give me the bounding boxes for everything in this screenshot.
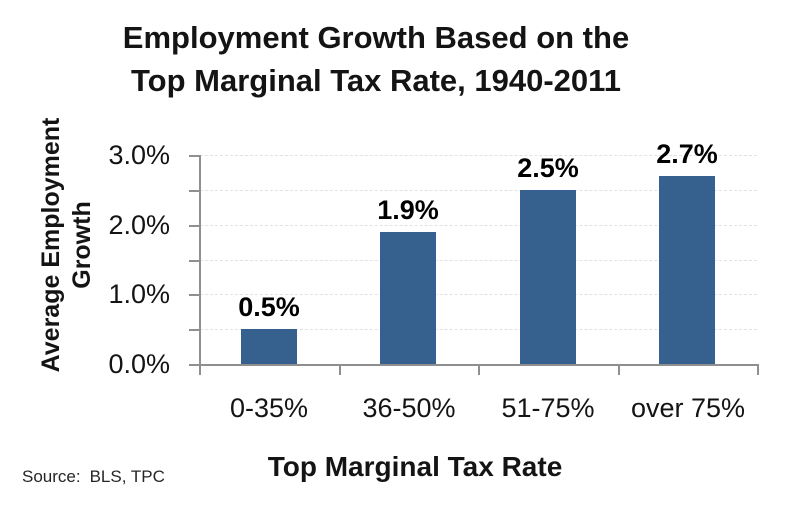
- x-category-label: over 75%: [630, 393, 746, 423]
- bar-value-label: 1.9%: [377, 195, 439, 225]
- chart-title-line-1: Employment Growth Based on the: [122, 20, 630, 55]
- chart-bar: [520, 190, 576, 364]
- x-axis-tick: [199, 364, 201, 375]
- x-axis-title: Top Marginal Tax Rate: [267, 451, 563, 482]
- y-axis-tick: [189, 190, 199, 192]
- x-axis-tick: [339, 364, 341, 375]
- x-axis-tick: [618, 364, 620, 375]
- y-tick-label: 3.0%: [108, 140, 170, 170]
- gridline: [200, 329, 757, 330]
- x-axis-tick: [478, 364, 480, 375]
- y-tick-label: 2.0%: [108, 210, 170, 240]
- chart-bar: [380, 232, 436, 364]
- x-category-label: 0-35%: [229, 393, 309, 423]
- chart-bar: [241, 329, 297, 364]
- x-category-label: 36-50%: [362, 393, 456, 423]
- chart-title: Employment Growth Based on the Top Margi…: [0, 16, 752, 102]
- gridline: [200, 260, 757, 261]
- y-axis-tick: [189, 364, 199, 366]
- y-axis-tick: [189, 329, 199, 331]
- source-value: BLS, TPC: [89, 467, 165, 486]
- x-axis-tick: [757, 364, 759, 375]
- gridline: [200, 225, 757, 226]
- gridline: [200, 294, 757, 295]
- bar-value-label: 0.5%: [238, 292, 300, 322]
- source-note: Source: BLS, TPC: [22, 467, 165, 487]
- y-axis-tick: [189, 260, 199, 262]
- y-tick-label: 1.0%: [108, 279, 170, 309]
- y-axis-tick: [189, 294, 199, 296]
- y-axis-line: [199, 155, 201, 366]
- source-label: Source:: [22, 467, 81, 486]
- bar-value-label: 2.5%: [517, 153, 579, 183]
- x-category-label: 51-75%: [501, 393, 595, 423]
- y-axis-tick: [189, 155, 199, 157]
- bar-value-label: 2.7%: [656, 139, 718, 169]
- gridline: [200, 190, 757, 191]
- chart-bar: [659, 176, 715, 364]
- y-tick-label: 0.0%: [108, 349, 170, 379]
- gridline: [200, 155, 757, 156]
- y-axis-tick: [189, 225, 199, 227]
- chart-title-line-2: Top Marginal Tax Rate, 1940-2011: [131, 63, 621, 98]
